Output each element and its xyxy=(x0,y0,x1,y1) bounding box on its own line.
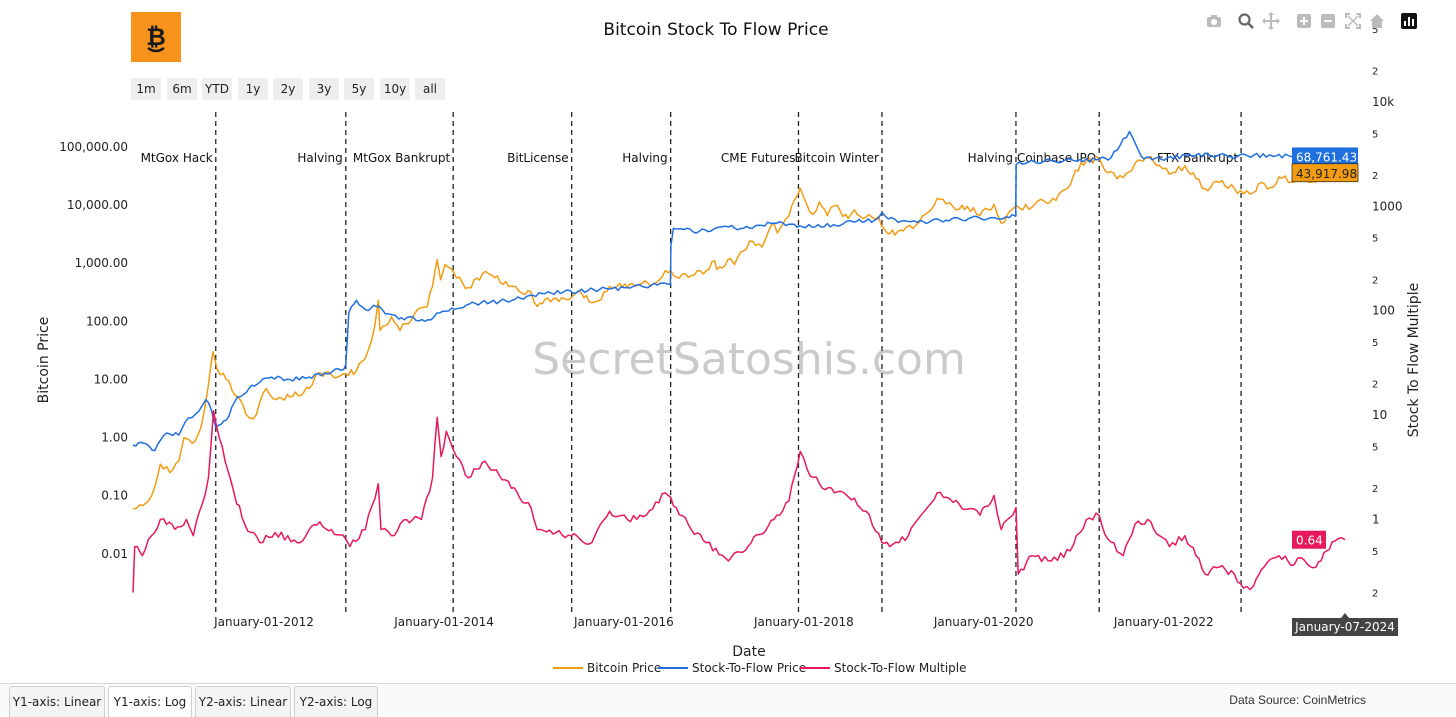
y1-tick-label: 100,000.00 xyxy=(59,140,128,154)
data-source: Data Source: CoinMetrics xyxy=(1229,693,1366,707)
tab-y2-linear[interactable]: Y2-axis: Linear xyxy=(195,686,291,717)
y2-tick-label: 5 xyxy=(1372,547,1378,558)
event-label: Bitcoin Winter xyxy=(794,151,879,165)
y2-axis-title: Stock To Flow Multiple xyxy=(1406,283,1422,437)
x-tick-label: January-01-2020 xyxy=(933,615,1034,629)
y2-tick-label: 2 xyxy=(1372,484,1378,495)
range-all-button[interactable]: all xyxy=(415,78,445,100)
chart-title: Bitcoin Stock To Flow Price xyxy=(603,20,829,40)
svg-text:₿: ₿ xyxy=(146,23,166,51)
event-label: Halving xyxy=(622,151,667,165)
y2-tick-label: 100 xyxy=(1372,304,1395,318)
axis-scale-tabs: Y1-axis: Linear Y1-axis: Log Y2-axis: Li… xyxy=(0,683,1456,717)
y2-tick-label: 5 xyxy=(1372,338,1378,349)
y2-tick-label: 10 xyxy=(1372,408,1387,422)
y2-tick-label: 1 xyxy=(1372,512,1380,526)
y2-tick-label: 5 xyxy=(1372,25,1378,36)
y2-tick-label: 2 xyxy=(1372,275,1378,286)
legend-label: Bitcoin Price xyxy=(587,661,661,675)
y1-tick-label: 1,000.00 xyxy=(75,256,128,270)
event-label: Halving xyxy=(297,151,342,165)
y2-tick-label: 2 xyxy=(1372,588,1378,599)
y1-tick-label: 0.01 xyxy=(101,547,128,561)
home-icon[interactable] xyxy=(1368,12,1388,32)
x-tick-label: January-01-2014 xyxy=(393,615,494,629)
range-10y-button[interactable]: 10y xyxy=(380,78,410,100)
range-ytd-button[interactable]: YTD xyxy=(202,78,232,100)
y2-tick-label: 5 xyxy=(1372,234,1378,245)
bitcoin-logo: ₿ xyxy=(131,12,181,62)
y2-tick-label: 5 xyxy=(1372,443,1378,454)
x-tick-label: January-01-2012 xyxy=(213,615,314,629)
sf-price-end-label-bg xyxy=(1292,147,1358,166)
btc-price-line xyxy=(132,155,1345,510)
btc-price-end-label: 43,917.98 xyxy=(1296,167,1357,181)
y2-tick-label: 1000 xyxy=(1372,199,1403,213)
sf-multiple-end-label-bg xyxy=(1292,530,1326,549)
camera-icon[interactable] xyxy=(1205,12,1225,32)
event-label: CME Futures xyxy=(721,151,796,165)
range-6m-button[interactable]: 6m xyxy=(167,78,197,100)
range-1y-button[interactable]: 1y xyxy=(238,78,268,100)
event-label: MtGox Hack xyxy=(141,151,213,165)
legend-label: Stock-To-Flow Price xyxy=(692,661,806,675)
sf-multiple-line xyxy=(132,410,1346,593)
sf-price-end-label: 68,761.43 xyxy=(1296,150,1357,164)
event-label: FTX Bankrupt xyxy=(1157,151,1238,165)
hover-date-bg xyxy=(1292,613,1398,636)
y2-tick-label: 2 xyxy=(1372,380,1378,391)
event-label: MtGox Bankrupt xyxy=(353,151,451,165)
y1-tick-label: 10.00 xyxy=(94,372,128,386)
x-tick-label: January-01-2016 xyxy=(573,615,674,629)
watermark: SecretSatoshis.com xyxy=(532,334,966,385)
range-5y-button[interactable]: 5y xyxy=(344,78,374,100)
hover-date-label: January-07-2024 xyxy=(1294,620,1395,634)
sf-price-line xyxy=(132,130,1346,452)
sf-multiple-end-label: 0.64 xyxy=(1296,534,1323,548)
zoom-in-icon[interactable] xyxy=(1295,12,1315,32)
event-label: Halving xyxy=(968,151,1013,165)
legend-label: Stock-To-Flow Multiple xyxy=(834,661,967,675)
zoom-icon[interactable] xyxy=(1237,12,1257,32)
y2-tick-label: 5 xyxy=(1372,129,1378,140)
tab-y2-log[interactable]: Y2-axis: Log xyxy=(294,686,378,717)
x-tick-label: January-01-2022 xyxy=(1113,615,1214,629)
zoom-out-icon[interactable] xyxy=(1319,12,1339,32)
y1-tick-label: 0.10 xyxy=(101,489,128,503)
y1-axis-title: Bitcoin Price xyxy=(36,317,52,404)
range-3y-button[interactable]: 3y xyxy=(309,78,339,100)
pan-icon[interactable] xyxy=(1262,12,1282,32)
x-axis-title: Date xyxy=(732,644,765,660)
autoscale-icon[interactable] xyxy=(1344,12,1364,32)
tab-y1-linear[interactable]: Y1-axis: Linear xyxy=(9,686,105,717)
tab-y1-log[interactable]: Y1-axis: Log xyxy=(108,686,192,717)
btc-price-end-label-bg xyxy=(1291,163,1359,183)
y2-tick-label: 2 xyxy=(1372,171,1378,182)
x-tick-label: January-01-2018 xyxy=(753,615,854,629)
range-2y-button[interactable]: 2y xyxy=(273,78,303,100)
y2-tick-label: 10k xyxy=(1372,95,1394,109)
y2-tick-label: 2 xyxy=(1372,66,1378,77)
event-label: BitLicense xyxy=(507,151,569,165)
y1-tick-label: 10,000.00 xyxy=(67,198,128,212)
y1-tick-label: 1.00 xyxy=(101,431,128,445)
y1-tick-label: 100.00 xyxy=(86,314,128,328)
plotly-logo-icon[interactable] xyxy=(1400,12,1420,32)
range-1m-button[interactable]: 1m xyxy=(131,78,161,100)
